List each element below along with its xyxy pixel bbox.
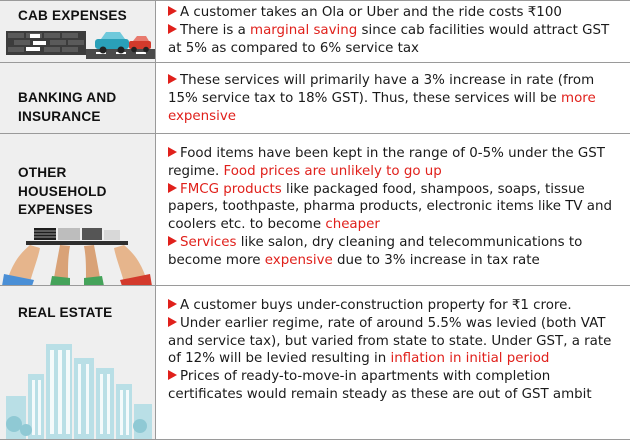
highlighted-text: Food prices are unlikely to go up [223,163,442,179]
bullet-text: due to 3% increase in tax rate [332,252,540,268]
bullet-item: There is a marginal saving since cab fac… [168,22,624,58]
highlighted-text: expensive [264,252,333,268]
highlighted-text: more expensive [168,90,596,124]
label-cell-banking: BANKING AND INSURANCE [0,63,156,134]
hands-tray-illustration [2,228,152,286]
bullet-text: Prices of ready-to-move-in apartments wi… [168,369,592,402]
bullet-text: since cab facilities would attract GST a… [168,22,610,56]
triangle-bullet-icon [168,370,177,381]
triangle-bullet-icon [168,299,177,309]
row-title-household: OTHER HOUSEHOLD EXPENSES [18,165,107,217]
triangle-bullet-icon [168,182,177,193]
row-banking-insurance: BANKING AND INSURANCE These services wil… [0,62,630,134]
triangle-bullet-icon [168,147,177,157]
highlighted-text: cheaper [325,217,380,233]
label-cell-real-estate: REAL ESTATE [0,286,156,439]
content-cell-banking: These services will primarily have a 3% … [156,63,630,134]
bullet-text: A customer buys under-construction prope… [180,298,572,313]
row-cab-expenses: CAB EXPENSES [0,0,630,63]
triangle-bullet-icon [168,23,177,34]
bullet-text: These services will primarily have a 3% … [168,73,595,106]
bullet-item: Services like salon, dry cleaning and te… [168,234,624,270]
highlighted-text: Services [180,234,237,250]
bullet-text: Food items have been kept in the range o… [168,146,605,179]
highlighted-text: inflation in initial period [390,351,550,367]
bullet-item: Under earlier regime, rate of around 5.5… [168,315,624,368]
cab-road-illustration [6,31,155,59]
triangle-bullet-icon [168,74,177,84]
city-buildings-illustration [6,344,152,439]
row-real-estate: REAL ESTATE [0,285,630,440]
bullet-item: FMCG products like packaged food, shampo… [168,181,624,234]
bullet-item: Food items have been kept in the range o… [168,145,624,181]
bullet-text: Under earlier regime, rate of around 5.5… [168,315,612,367]
row-household-expenses: OTHER HOUSEHOLD EXPENSES [0,133,630,286]
triangle-bullet-icon [168,6,177,16]
row-title-cab: CAB EXPENSES [18,8,127,23]
triangle-bullet-icon [168,316,177,327]
highlighted-text: FMCG products [180,181,282,197]
bullet-text: like packaged food, shampoos, soaps, tis… [168,181,612,233]
label-cell-household: OTHER HOUSEHOLD EXPENSES [0,134,156,286]
content-cell-real-estate: A customer buys under-construction prope… [156,286,630,439]
bullet-text: There is a [180,22,251,38]
bullet-item: A customer takes an Ola or Uber and the … [168,4,624,22]
bullet-item: These services will primarily have a 3% … [168,72,624,125]
bullet-item: Prices of ready-to-move-in apartments wi… [168,368,624,404]
row-title-real-estate: REAL ESTATE [18,305,113,320]
content-cell-household: Food items have been kept in the range o… [156,134,630,286]
row-title-banking: BANKING AND INSURANCE [18,90,117,124]
label-cell-cab: CAB EXPENSES [0,1,156,63]
bullet-item: A customer buys under-construction prope… [168,297,624,315]
bullet-text: A customer takes an Ola or Uber and the … [180,5,562,20]
triangle-bullet-icon [168,235,177,246]
content-cell-cab: A customer takes an Ola or Uber and the … [156,1,630,63]
highlighted-text: marginal saving [250,22,358,38]
bullet-text: like salon, dry cleaning and telecommuni… [168,234,583,268]
